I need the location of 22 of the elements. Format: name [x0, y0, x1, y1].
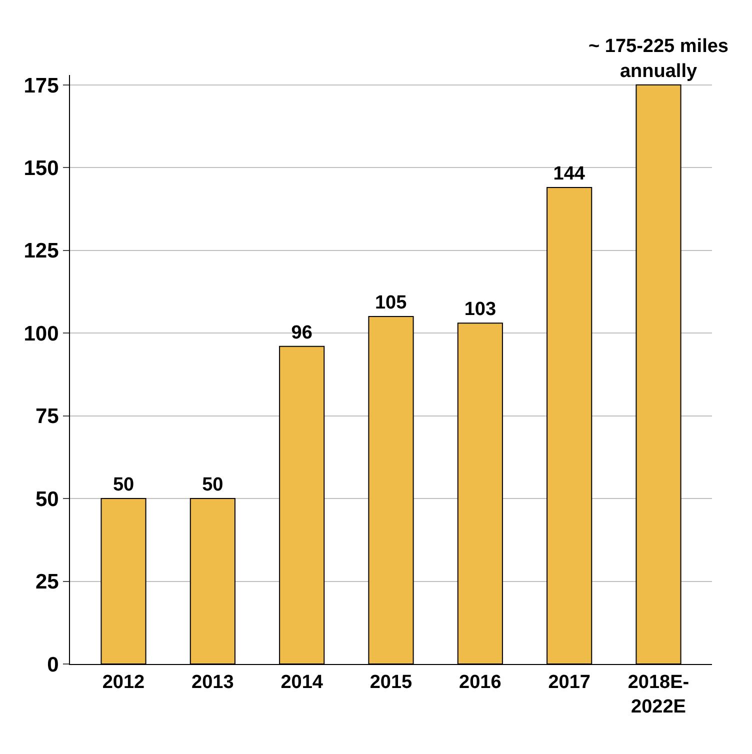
- y-tick-label: 75: [35, 405, 60, 428]
- data-label: 96: [291, 322, 312, 344]
- data-label: 105: [374, 292, 408, 314]
- data-label: 144: [553, 164, 586, 185]
- x-tick-label: 2016: [459, 672, 502, 693]
- x-tick-label: 2017: [548, 672, 590, 693]
- y-tick-label: 0: [47, 653, 59, 676]
- y-tick-label: 150: [24, 157, 59, 180]
- y-tick-label: 25: [35, 570, 60, 594]
- x-tick-label: 2014: [280, 672, 324, 693]
- y-tick-label: 100: [24, 322, 59, 346]
- x-tick-label: 2018E-2022E: [628, 672, 690, 718]
- y-tick-label: 50: [35, 488, 59, 511]
- x-tick-label: 2012: [102, 672, 145, 693]
- y-tick-label: 125: [24, 240, 60, 263]
- x-tick-label: 2015: [370, 672, 413, 693]
- data-label: ~ 175-225 miles annually: [588, 36, 728, 82]
- data-label: 50: [112, 474, 134, 496]
- data-label: 103: [464, 299, 496, 320]
- data-label: 50: [202, 474, 224, 496]
- y-tick-label: 175: [24, 74, 60, 98]
- x-tick-label: 2013: [192, 672, 234, 693]
